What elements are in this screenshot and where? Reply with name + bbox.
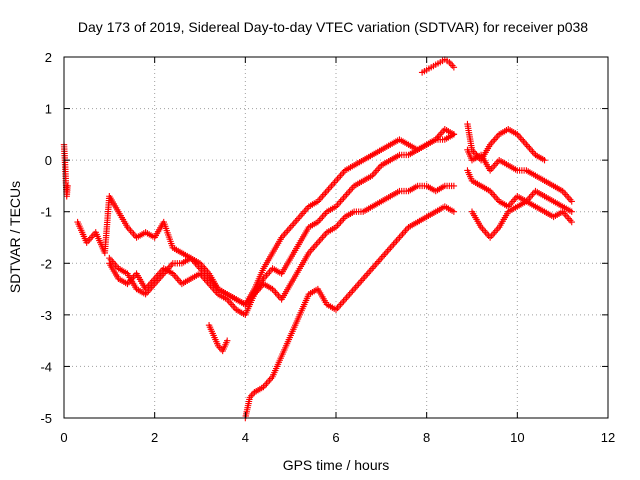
series-arc-b (106, 131, 458, 319)
data-point (450, 208, 458, 215)
data-point (541, 156, 548, 164)
series-arc-h (464, 146, 575, 205)
series-arc-j (468, 198, 575, 241)
data-point (568, 198, 575, 205)
data-point (224, 337, 231, 344)
data-point (64, 182, 71, 190)
x-axis-label: GPS time / hours (283, 457, 390, 473)
series-arc-a (74, 126, 458, 308)
y-tick-label: -2 (40, 256, 52, 271)
y-tick-label: 2 (45, 50, 52, 65)
series-arc-e (242, 203, 458, 422)
y-tick-label: -4 (40, 359, 52, 374)
x-tick-label: 10 (510, 430, 524, 445)
data-point (450, 131, 458, 138)
grid-lines (64, 57, 608, 418)
series-arc-i (464, 167, 575, 215)
chart-title: Day 173 of 2019, Sidereal Day-to-day VTE… (78, 19, 588, 35)
x-tick-label: 4 (242, 430, 249, 445)
tick-marks (63, 56, 609, 419)
data-points (60, 56, 575, 422)
x-tick-label: 12 (601, 430, 615, 445)
series-arc-start (60, 141, 71, 200)
series-arc-d (205, 321, 231, 355)
series-arc-f (418, 56, 458, 76)
y-tick-label: 1 (45, 102, 52, 117)
y-tick-label: -1 (40, 205, 52, 220)
y-tick-label: -3 (40, 308, 52, 323)
x-tick-label: 8 (423, 430, 430, 445)
data-point (568, 208, 575, 215)
x-tick-label: 2 (151, 430, 158, 445)
y-tick-label: 0 (45, 153, 52, 168)
y-axis-label: SDTVAR / TECUs (7, 181, 23, 293)
x-tick-label: 6 (332, 430, 339, 445)
data-point (568, 218, 575, 226)
y-tick-label: -5 (40, 411, 52, 426)
data-point (450, 64, 458, 71)
x-tick-label: 0 (60, 430, 67, 445)
series-arc-c (106, 182, 458, 308)
data-point (450, 182, 458, 190)
